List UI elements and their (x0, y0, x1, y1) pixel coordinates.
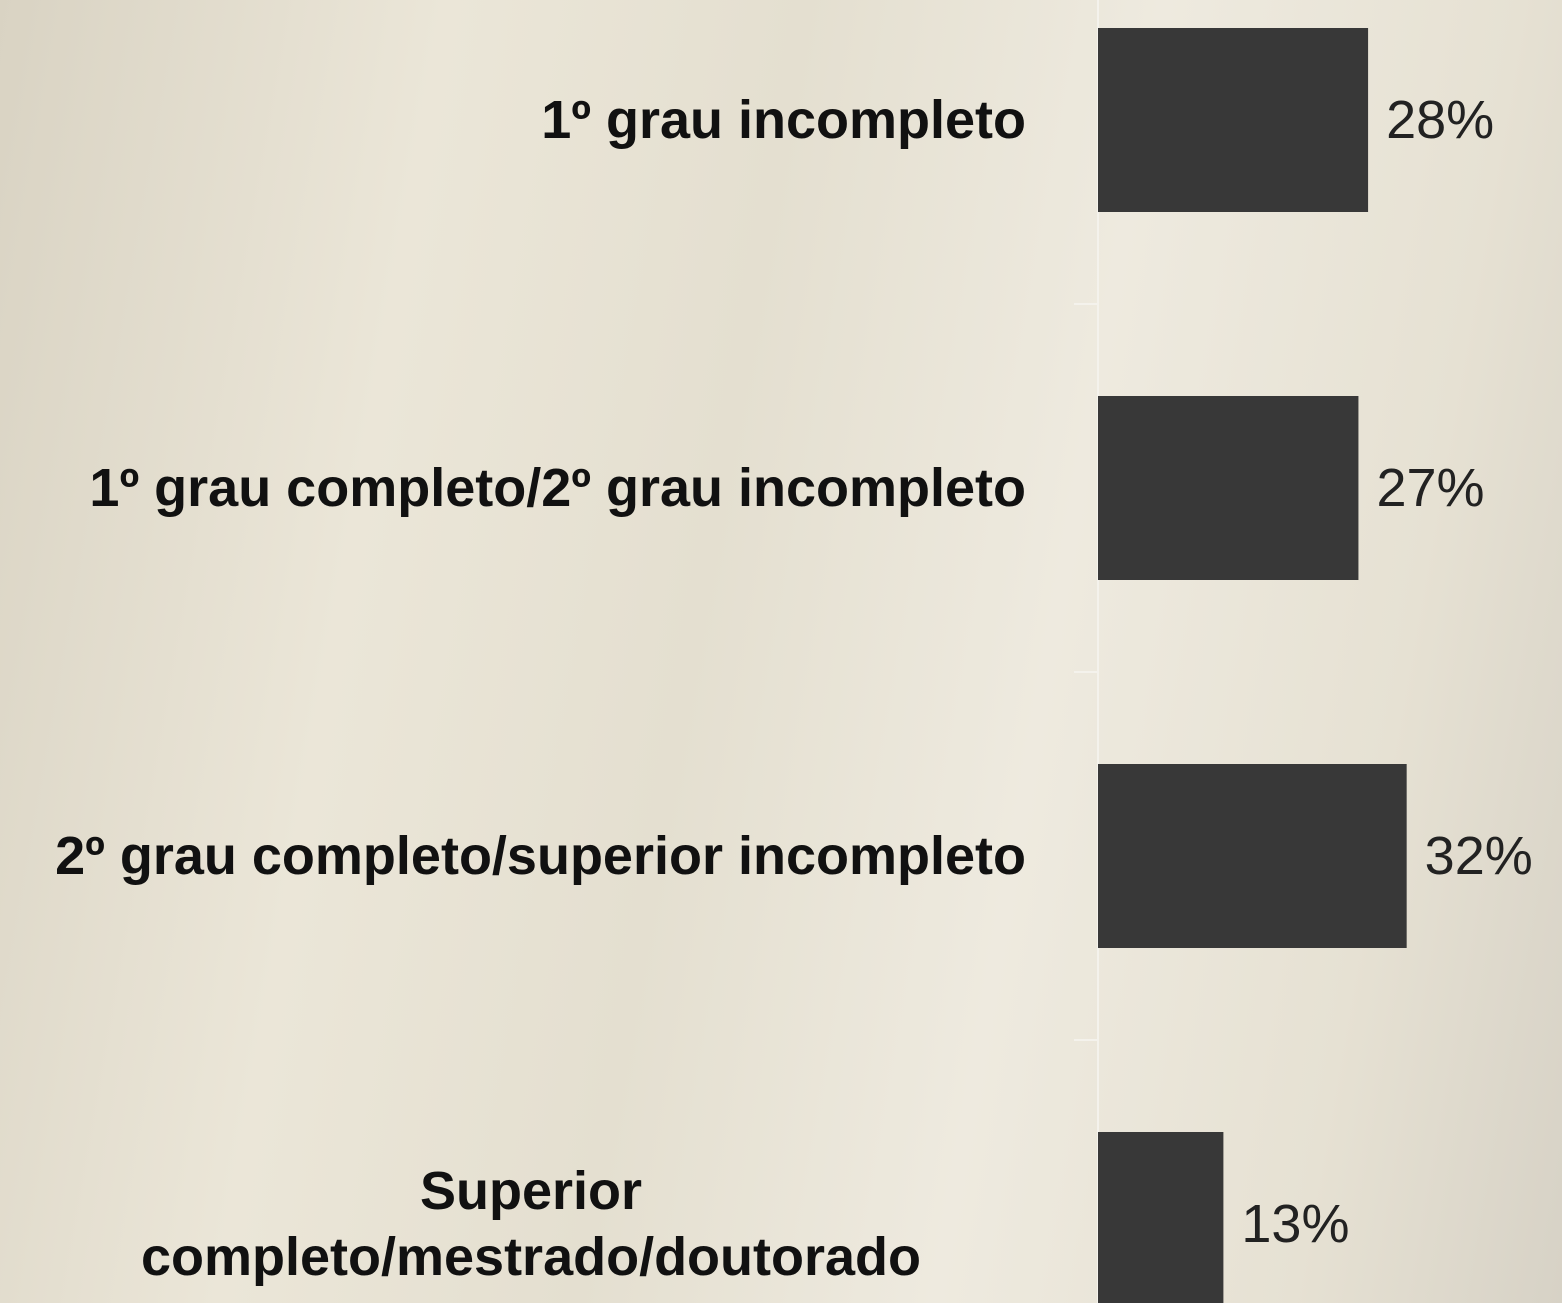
category-label: 1º grau completo/2º grau incompleto (89, 458, 1026, 518)
bar (1098, 764, 1407, 948)
bar (1098, 28, 1369, 212)
value-label: 28% (1386, 90, 1495, 150)
value-label: 27% (1376, 458, 1485, 518)
value-label: 32% (1424, 826, 1533, 886)
bar (1098, 1132, 1224, 1303)
bar (1098, 396, 1359, 580)
category-label: Superior completo/mestrado/doutorado (140, 1161, 922, 1287)
category-label: 1º grau incompleto (541, 90, 1026, 150)
category-label: 2º grau completo/superior incompleto (55, 826, 1026, 886)
value-label: 13% (1241, 1194, 1350, 1254)
